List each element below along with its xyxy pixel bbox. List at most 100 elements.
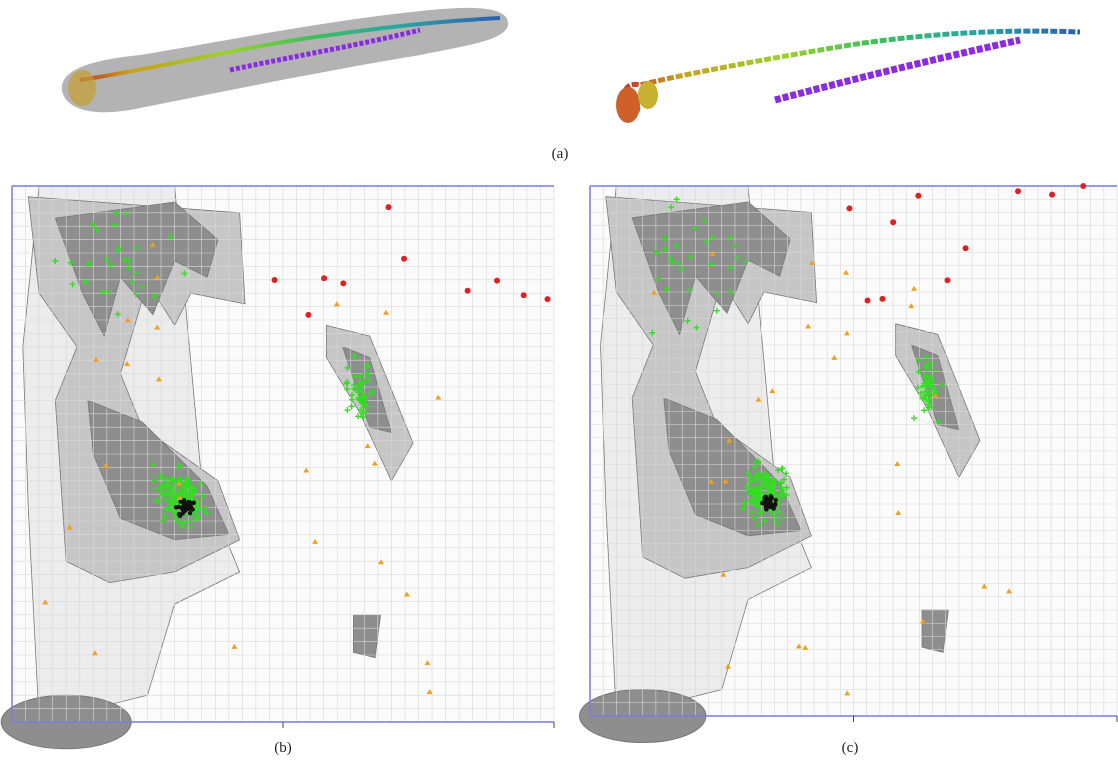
residue-point xyxy=(401,255,408,262)
residue-point xyxy=(764,507,769,512)
residue-point xyxy=(748,509,755,516)
residue-point xyxy=(167,233,174,240)
residue-point xyxy=(159,484,166,491)
residue-point xyxy=(693,324,700,331)
residue-point xyxy=(183,484,190,491)
residue-point xyxy=(864,297,871,304)
residue-point xyxy=(926,392,933,399)
residue-point xyxy=(775,467,782,474)
residue-point xyxy=(169,507,176,514)
residue-point xyxy=(783,484,790,491)
protein-surface xyxy=(61,7,509,113)
residue-point xyxy=(1080,183,1087,190)
residue-point xyxy=(169,486,176,493)
residue-point xyxy=(927,360,934,367)
residue-point xyxy=(707,261,714,268)
residue-point xyxy=(667,255,674,262)
residue-point xyxy=(122,211,129,218)
panel-label: (c) xyxy=(842,740,859,756)
residue-point xyxy=(157,472,164,479)
residue-point xyxy=(755,494,762,501)
residue-point xyxy=(155,376,162,382)
residue-point xyxy=(916,357,923,364)
residue-point xyxy=(923,376,930,383)
residue-point xyxy=(661,235,668,242)
residue-point xyxy=(754,470,761,477)
residue-point xyxy=(102,256,109,263)
residue-point xyxy=(357,384,364,391)
residue-point xyxy=(809,259,816,265)
residue-point xyxy=(962,245,969,252)
protein-ribbon xyxy=(616,28,1081,123)
residue-point xyxy=(714,291,721,298)
residue-point xyxy=(424,660,431,666)
residue-point xyxy=(915,368,922,375)
residue-point xyxy=(771,477,778,484)
residue-point xyxy=(167,477,174,484)
residue-point xyxy=(944,277,951,284)
residue-point xyxy=(357,373,364,380)
residue-point xyxy=(726,288,733,295)
residue-point xyxy=(925,401,932,408)
residue-point xyxy=(727,264,734,271)
residue-point xyxy=(365,371,372,378)
residue-point xyxy=(163,482,170,489)
residue-point xyxy=(726,437,733,443)
residue-point xyxy=(1049,191,1056,198)
residue-point xyxy=(340,280,347,287)
residue-point xyxy=(159,492,166,499)
residue-point xyxy=(82,279,89,286)
residue-point xyxy=(781,476,788,483)
residue-point xyxy=(732,242,739,249)
residue-point xyxy=(725,663,732,669)
residue-point xyxy=(115,245,122,252)
residue-point xyxy=(102,463,109,469)
residue-point xyxy=(363,363,370,370)
residue-point xyxy=(364,443,371,449)
residue-point xyxy=(173,505,179,510)
residue-point xyxy=(84,261,91,268)
residue-point xyxy=(700,218,707,225)
residue-point xyxy=(923,354,930,361)
residue-point xyxy=(152,497,159,504)
residue-point xyxy=(378,559,385,565)
residue-point xyxy=(760,500,765,506)
residue-point xyxy=(168,498,175,505)
residue-point xyxy=(763,501,768,506)
residue-point xyxy=(356,396,363,403)
residue-point xyxy=(99,288,106,295)
residue-point xyxy=(151,293,158,300)
residue-point xyxy=(383,309,390,315)
residue-point xyxy=(151,477,158,484)
residue-point xyxy=(742,258,749,265)
residue-point xyxy=(686,286,693,293)
residue-point xyxy=(356,379,363,386)
residue-point xyxy=(359,410,366,417)
panel-label: (a) xyxy=(552,146,569,162)
residue-point xyxy=(720,571,727,577)
residue-point xyxy=(348,403,355,410)
residue-point xyxy=(344,364,351,371)
residue-point xyxy=(149,461,156,468)
residue-point xyxy=(179,522,186,529)
residue-point xyxy=(773,497,779,503)
residue-point xyxy=(333,301,340,307)
residue-point xyxy=(520,292,527,299)
residue-point xyxy=(154,324,161,330)
residue-point xyxy=(138,284,145,291)
residue-point xyxy=(149,242,156,248)
residue-point xyxy=(768,504,773,510)
residue-point xyxy=(494,277,501,284)
residue-point xyxy=(186,518,193,525)
residue-point xyxy=(783,491,790,498)
residue-point xyxy=(121,256,128,263)
residue-point xyxy=(935,418,942,425)
residue-point xyxy=(778,465,785,472)
residue-point xyxy=(795,643,802,649)
residue-point xyxy=(360,400,367,407)
residue-point xyxy=(351,372,358,379)
residue-point xyxy=(751,463,758,470)
residue-point xyxy=(924,380,931,387)
residue-point xyxy=(167,501,174,508)
residue-point xyxy=(544,296,551,303)
